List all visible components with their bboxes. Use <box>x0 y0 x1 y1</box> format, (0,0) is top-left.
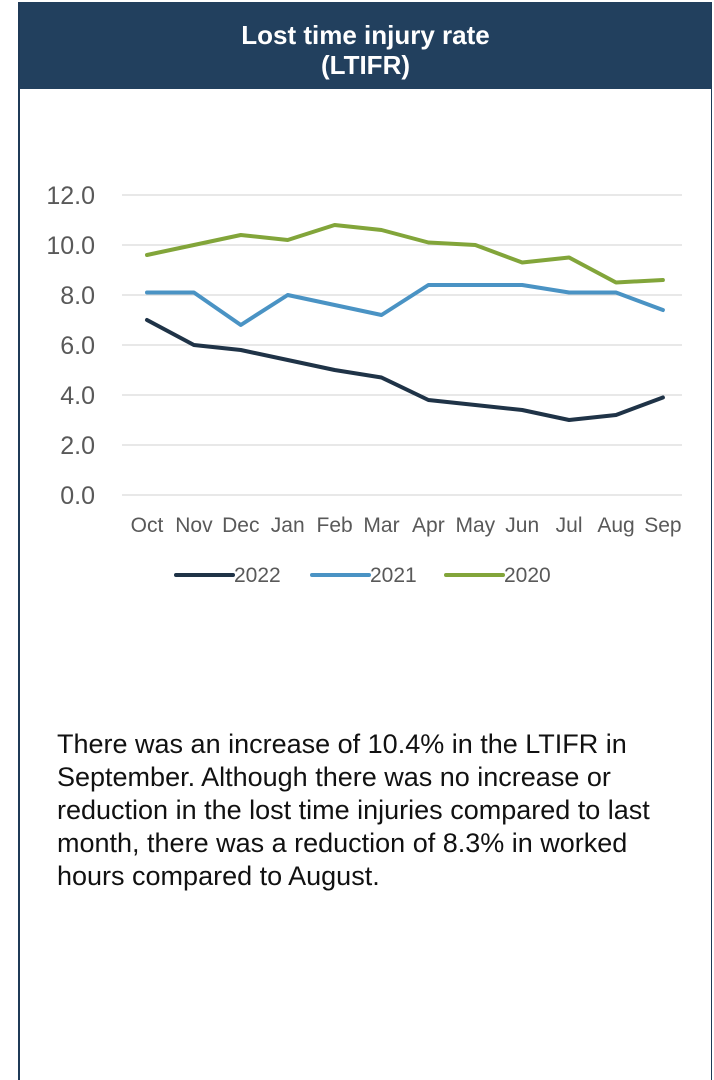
gridlines <box>122 194 682 496</box>
line-chart: 0.0 2.0 4.0 6.0 8.0 10.0 12.0 Oct Nov Dec Jan Feb M… <box>46 182 682 587</box>
series-line-2020 <box>145 223 665 285</box>
series-line-2021 <box>145 283 665 327</box>
x-tick-label: Jul <box>556 514 583 537</box>
panel-header: Lost time injury rate (LTIFR) <box>20 2 711 89</box>
narrative-text: There was an increase of 10.4% in the LT… <box>57 729 650 891</box>
legend-label-2020: 2020 <box>504 564 551 587</box>
y-tick-label: 4.0 <box>60 382 95 410</box>
chart-area: 0.0 2.0 4.0 6.0 8.0 10.0 12.0 Oct Nov Dec Jan Feb M… <box>46 182 682 587</box>
y-tick-label: 6.0 <box>60 332 95 360</box>
y-tick-label: 8.0 <box>60 282 95 310</box>
legend: 2022 2021 2020 <box>174 564 551 587</box>
series-lines <box>145 223 665 422</box>
y-axis-ticks: 0.0 2.0 4.0 6.0 8.0 10.0 12.0 <box>46 182 95 510</box>
x-tick-label: Mar <box>363 514 399 537</box>
chart-title-line1: Lost time injury rate <box>241 20 490 50</box>
x-tick-label: Jun <box>505 514 539 537</box>
chart-title-line2: (LTIFR) <box>320 50 411 80</box>
legend-label-2022: 2022 <box>234 564 281 587</box>
x-tick-label: Dec <box>222 514 259 537</box>
y-tick-label: 2.0 <box>60 432 95 460</box>
x-tick-label: Feb <box>317 514 353 537</box>
legend-label-2021: 2021 <box>370 564 417 587</box>
x-tick-label: Oct <box>131 514 164 537</box>
ltifr-panel: Lost time injury rate (LTIFR) <box>18 2 712 1080</box>
x-tick-label: Aug <box>597 514 634 537</box>
series-line-2022 <box>145 318 665 422</box>
y-tick-label: 12.0 <box>46 182 95 210</box>
x-tick-label: Sep <box>644 514 681 537</box>
x-axis-ticks: Oct Nov Dec Jan Feb Mar Apr May Jun Jul Aug Sep <box>131 514 682 537</box>
y-tick-label: 0.0 <box>60 482 95 510</box>
x-tick-label: May <box>455 514 495 537</box>
x-tick-label: Nov <box>175 514 213 537</box>
y-tick-label: 10.0 <box>46 232 95 260</box>
x-tick-label: Jan <box>271 514 305 537</box>
x-tick-label: Apr <box>412 514 445 537</box>
